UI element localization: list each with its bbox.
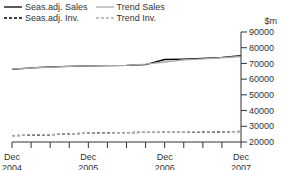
svg-text:90000: 90000	[249, 27, 274, 37]
svg-text:20000: 20000	[249, 137, 274, 147]
svg-text:50000: 50000	[249, 90, 274, 100]
svg-text:Dec2007: Dec2007	[231, 152, 251, 170]
svg-text:Dec2004: Dec2004	[8, 152, 22, 170]
html-text:Seas.adj. Inv.: Seas.adj. Inv.	[25, 13, 79, 23]
svg-text:Dec2005: Dec2005	[78, 152, 98, 170]
svg-text:40000: 40000	[249, 106, 274, 116]
svg-text:80000: 80000	[249, 43, 274, 53]
svg-text:60000: 60000	[249, 74, 274, 84]
html-text:Seas.adj. Sales: Seas.adj. Sales	[25, 2, 88, 12]
html-text:Trend Sales: Trend Sales	[116, 2, 165, 12]
svg-text:70000: 70000	[249, 59, 274, 69]
svg-text:30000: 30000	[249, 121, 274, 131]
svg-text:Dec2006: Dec2006	[155, 152, 175, 170]
html-text:$m: $m	[264, 16, 277, 26]
html-text:Trend Inv.: Trend Inv.	[116, 13, 157, 23]
